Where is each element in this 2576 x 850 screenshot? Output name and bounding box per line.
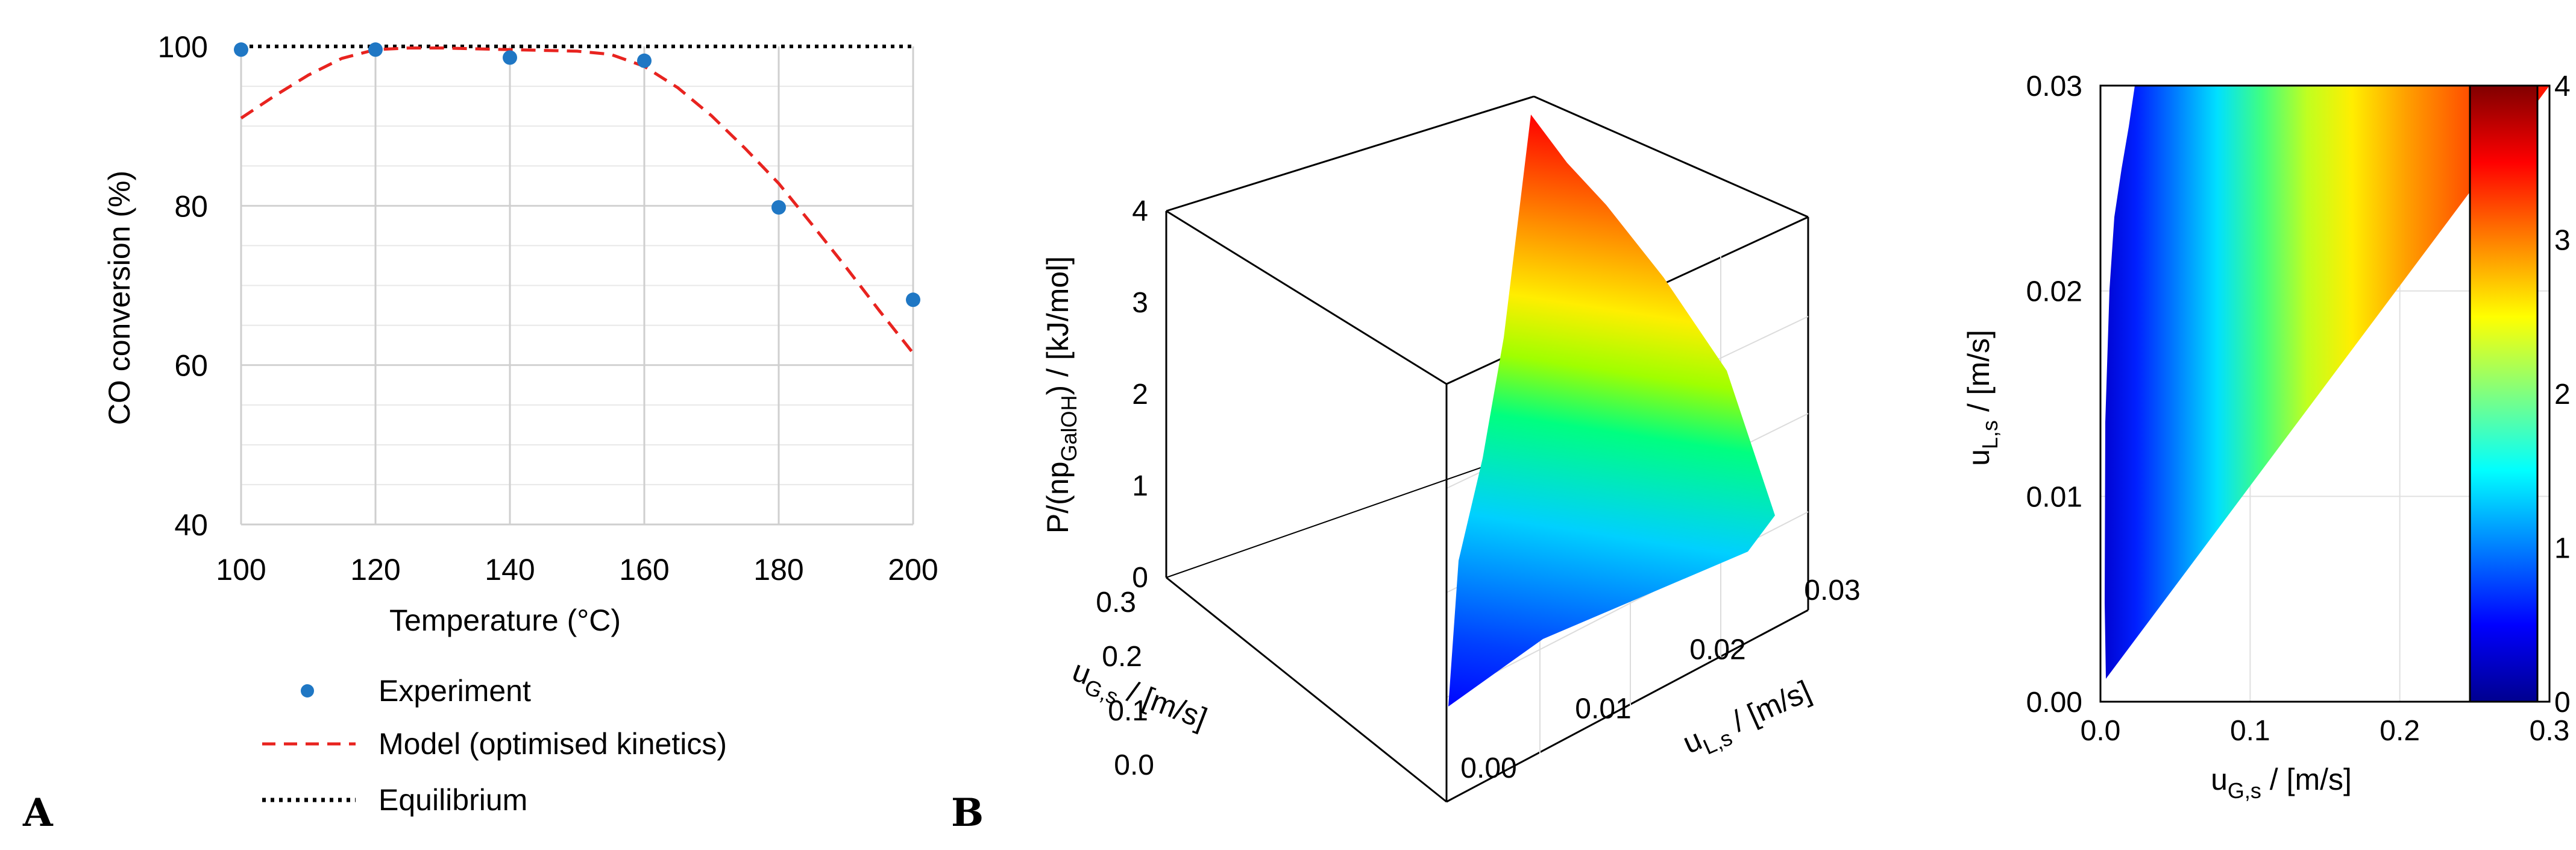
panel-label-b: B [951, 790, 984, 836]
hm-y-tick-label: 0.01 [2026, 481, 2082, 513]
hm-tick-labels: 0.0 0.1 0.2 0.3 0.00 0.01 0.02 0.03 [2026, 71, 2570, 747]
colorbar-tick-label: 2 [2554, 379, 2571, 411]
b3d-box-edge [1166, 95, 1535, 212]
b3d-z-tick-label: 0 [1132, 562, 1148, 594]
a-axes [240, 46, 913, 526]
hm-y-tick-label: 0.02 [2026, 276, 2082, 308]
hm-x-tick-label: 0.3 [2530, 715, 2570, 747]
a-x-tick-label: 120 [350, 553, 400, 587]
a-experiment-point [368, 42, 383, 57]
b3d-x-tick-label: 0.2 [1102, 641, 1142, 673]
b3d-y-title-unit: / [m/s] [1720, 674, 1816, 741]
a-y-tick-label: 40 [174, 508, 208, 542]
a-experiment-point [906, 292, 920, 307]
hm-x-tick-label: 0.1 [2230, 715, 2270, 747]
b3d-z-title-post: ) / [kJ/mol] [1041, 256, 1075, 395]
a-experiment-point [771, 200, 786, 215]
a-gridlines [240, 46, 914, 524]
hm-y-title-unit: / [m/s] [1962, 330, 1996, 420]
a-legend: Experiment Model (optimised kinetics) Eq… [262, 674, 727, 817]
b3d-box-edge [1533, 95, 1809, 218]
a-series [234, 42, 920, 354]
colorbar [2469, 84, 2539, 703]
b3d-z-title-sub: GalOH [1057, 395, 1081, 462]
hm-axes-box [2099, 84, 2551, 703]
a-x-tick-label: 200 [888, 553, 938, 587]
a-y-axis-title: CO conversion (%) [102, 171, 136, 425]
legend-model-label: Model (optimised kinetics) [379, 727, 727, 761]
legend-experiment-label: Experiment [379, 674, 531, 708]
legend-experiment-marker [301, 684, 314, 697]
colorbar-tick-label: 4 [2554, 71, 2571, 102]
b3d-surface [1448, 115, 1775, 707]
hm-y-axis-title: uL,s / [m/s] [1962, 330, 2002, 466]
hm-x-title-unit: / [m/s] [2261, 763, 2352, 796]
panel-label-a: A [22, 790, 54, 836]
b3d-y-tick-label: 0.02 [1689, 634, 1745, 666]
a-y-tick-label: 100 [158, 30, 208, 64]
b3d-box-edge [1166, 576, 1447, 803]
hm-x-title-sub: G,s [2228, 778, 2261, 803]
hm-x-tick-label: 0.0 [2081, 715, 2121, 747]
colorbar-tick-labels: 0 1 2 3 4 [2554, 71, 2571, 719]
hm-x-axis-title: uG,s / [m/s] [2211, 763, 2352, 803]
b3d-tick-labels: 0 1 2 3 4 0.3 0.2 0.1 0.0 0.00 0.01 0.02 0.03 [1096, 195, 1860, 784]
b3d-x-tick-label: 0.0 [1114, 749, 1154, 781]
colorbar-tick-label: 1 [2554, 533, 2571, 565]
b3d-box-edge [1166, 449, 1535, 578]
a-x-axis-title: Temperature (°C) [389, 603, 621, 637]
b3d-y-tick-label: 0.00 [1460, 752, 1516, 784]
colorbar-tick-label: 0 [2554, 687, 2571, 719]
a-y-tick-label: 80 [174, 189, 208, 223]
b3d-z-title-pre: P/(np [1041, 462, 1075, 534]
hm-y-title-base: u [1962, 449, 1996, 466]
hm-y-title-sub: L,s [1978, 420, 2002, 449]
hm-x-title-base: u [2211, 763, 2228, 796]
b3d-box-edge [1166, 210, 1447, 385]
legend-equilibrium-label: Equilibrium [379, 783, 527, 817]
a-y-tick-labels: 40 60 80 100 [158, 30, 208, 542]
a-x-tick-labels: 100 120 140 160 180 200 [216, 553, 938, 587]
a-x-tick-label: 100 [216, 553, 266, 587]
a-experiment-point [503, 50, 517, 65]
a-y-tick-label: 60 [174, 349, 208, 383]
b3d-y-tick-label: 0.01 [1575, 693, 1631, 725]
a-experiment-point [234, 42, 248, 57]
a-x-tick-label: 180 [753, 553, 803, 587]
hm-y-tick-label: 0.03 [2026, 71, 2082, 102]
hm-color-region [2105, 86, 2549, 679]
colorbar-tick-label: 3 [2554, 225, 2571, 257]
b3d-z-tick-label: 4 [1132, 195, 1148, 227]
b3d-z-axis-title: P/(npGalOH) / [kJ/mol] [1041, 256, 1081, 534]
b3d-box-edge [1446, 609, 1809, 803]
chart-b-heatmap: 0.0 0.1 0.2 0.30.000.010.020.03 uG,s / [m/s… [1962, 71, 2571, 803]
a-x-tick-label: 160 [619, 553, 669, 587]
b3d-y-tick-label: 0.03 [1804, 575, 1860, 606]
b3d-z-tick-label: 1 [1132, 470, 1148, 502]
a-x-tick-label: 140 [485, 553, 535, 587]
b3d-x-tick-label: 0.3 [1096, 587, 1136, 619]
hm-y-tick-label: 0.00 [2026, 687, 2082, 719]
b3d-z-tick-label: 2 [1132, 379, 1148, 411]
b3d-z-tick-label: 3 [1132, 287, 1148, 319]
b3d-y-axis-title: uL,s / [m/s] [1678, 674, 1819, 766]
b3d-x-tick-label: 0.1 [1108, 695, 1148, 727]
chart-a: 40 60 80 100 100 120 140 160 180 200 Temperature… [22, 30, 938, 836]
hm-x-tick-label: 0.2 [2380, 715, 2420, 747]
a-experiment-point [637, 53, 652, 68]
a-model-line [240, 46, 914, 354]
